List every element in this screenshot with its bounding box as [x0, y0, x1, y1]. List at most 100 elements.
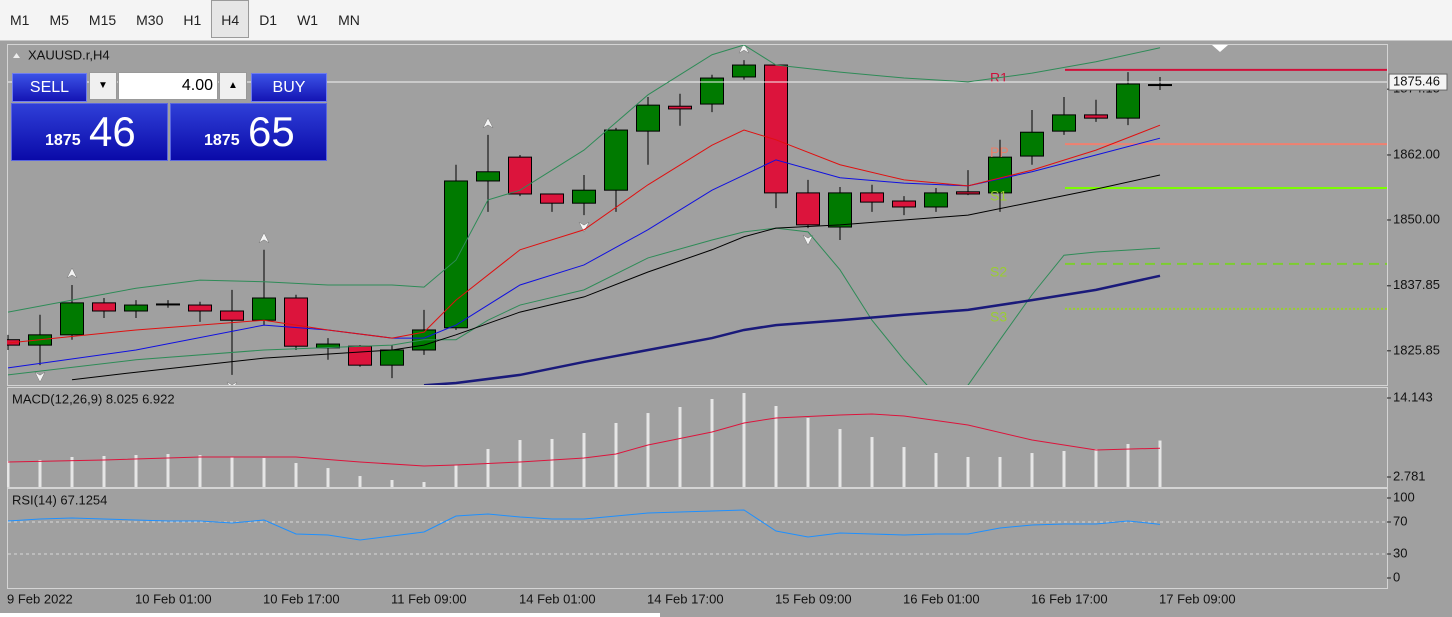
timeframe-button[interactable]: M1 — [10, 12, 30, 28]
y-tick-label: 1825.85 — [1393, 342, 1440, 357]
candle-body — [1084, 114, 1108, 119]
fractal-down — [802, 234, 814, 246]
candle-body — [188, 304, 212, 312]
indicator-line — [7, 509, 1161, 541]
rsi-panel-frame — [7, 488, 1388, 589]
candle-body — [636, 104, 660, 132]
candle-body — [348, 345, 372, 366]
x-tick-label: 14 Feb 17:00 — [647, 591, 724, 606]
panel-plot — [7, 509, 1387, 555]
timeframe-button[interactable]: H1 — [183, 12, 202, 28]
macd-bar — [166, 453, 170, 487]
x-tick-label: 10 Feb 17:00 — [263, 591, 340, 606]
timeframe-button[interactable]: M30 — [136, 12, 164, 28]
bid-big-figure: 1875 — [45, 132, 81, 149]
macd-bar — [326, 468, 330, 487]
macd-bar — [422, 482, 426, 487]
macd-bar — [518, 440, 522, 487]
y-tick-label: 100 — [1393, 489, 1415, 504]
candle-body — [1148, 84, 1172, 87]
candle-body — [668, 105, 692, 110]
candle-body — [380, 349, 404, 366]
x-tick-label: 10 Feb 01:00 — [135, 591, 212, 606]
macd-bar — [358, 476, 362, 487]
macd-bar — [742, 393, 746, 487]
ask-big-figure: 1875 — [204, 132, 240, 149]
macd-bar — [646, 413, 650, 487]
macd-bar — [1030, 453, 1034, 487]
fractal-up — [258, 232, 270, 244]
macd-bar — [1158, 440, 1162, 487]
candle-body — [604, 129, 628, 191]
macd-panel-frame — [7, 387, 1388, 488]
fractal-down — [386, 384, 398, 385]
indicator-line — [7, 45, 1161, 313]
x-tick-label: 17 Feb 09:00 — [1159, 591, 1236, 606]
volume-down[interactable]: ▼ — [89, 72, 117, 100]
bid-price[interactable]: 1875 46 — [11, 103, 168, 161]
ask-price[interactable]: 1875 65 — [170, 103, 327, 161]
y-tick-label: 1862.00 — [1393, 146, 1440, 161]
sell-button[interactable]: SELL — [12, 73, 87, 102]
candle-body — [508, 156, 532, 195]
panel-plot — [7, 393, 1162, 487]
x-tick-label: 14 Feb 01:00 — [519, 591, 596, 606]
macd-bar — [134, 455, 138, 487]
timeframe-button[interactable]: W1 — [297, 12, 319, 28]
macd-bar — [550, 438, 554, 487]
macd-bar — [870, 437, 874, 487]
volume-input[interactable]: 4.00 — [118, 72, 218, 100]
macd-bar — [230, 456, 234, 487]
candle-body — [924, 192, 948, 208]
fractal-down — [34, 371, 46, 383]
timeframe-button[interactable]: M15 — [88, 12, 117, 28]
macd-bar — [390, 479, 394, 487]
fractal-up — [482, 117, 494, 129]
candle-body — [284, 297, 308, 347]
timeframe-button[interactable]: H4 — [211, 0, 250, 38]
buy-button[interactable]: BUY — [251, 73, 327, 102]
macd-bar — [38, 459, 42, 487]
y-tick-label: 14.143 — [1393, 389, 1433, 404]
candle-body — [60, 302, 84, 336]
candle-body — [1116, 83, 1140, 119]
candle-body — [572, 189, 596, 204]
x-tick-label: 16 Feb 01:00 — [903, 591, 980, 606]
macd-bar — [7, 461, 10, 487]
one-click-trading: SELL ▼ 4.00 ▲ BUY 1875 46 1875 65 — [11, 72, 327, 161]
main-panel-frame — [7, 44, 1388, 386]
y-tick-label: 1850.00 — [1393, 211, 1440, 226]
volume-up[interactable]: ▲ — [219, 72, 247, 100]
macd-bar — [710, 398, 714, 487]
timeframe-button[interactable]: MN — [338, 12, 360, 28]
macd-bar — [294, 463, 298, 487]
candle-body — [860, 192, 884, 203]
tab-strip — [0, 613, 660, 617]
candle-body — [1020, 131, 1044, 157]
macd-bar — [934, 453, 938, 487]
chart-shift-marker — [1212, 45, 1228, 52]
x-tick-label: 16 Feb 17:00 — [1031, 591, 1108, 606]
macd-bar — [582, 432, 586, 487]
macd-bar — [966, 456, 970, 487]
y-tick-label: 1837.85 — [1393, 277, 1440, 292]
indicator-line — [7, 124, 1161, 344]
candle-body — [476, 171, 500, 182]
plot-layer: R1PPS1S2S3XAUUSD.r,H41825.851837.851850.… — [7, 45, 1448, 606]
symbol-icon — [13, 53, 20, 58]
macd-bar — [262, 458, 266, 487]
panel-title: RSI(14) 67.1254 — [12, 492, 107, 507]
timeframe-button[interactable]: D1 — [259, 12, 278, 28]
candle-body — [892, 200, 916, 208]
candle-body — [156, 303, 180, 306]
candle-body — [444, 180, 468, 329]
y-tick-label: 30 — [1393, 545, 1407, 560]
macd-bar — [614, 422, 618, 487]
macd-bar — [454, 464, 458, 487]
macd-bar — [678, 406, 682, 487]
timeframe-button[interactable]: M5 — [49, 12, 69, 28]
indicator-line — [71, 174, 1161, 381]
panel-title: MACD(12,26,9) 8.025 6.922 — [12, 391, 175, 406]
